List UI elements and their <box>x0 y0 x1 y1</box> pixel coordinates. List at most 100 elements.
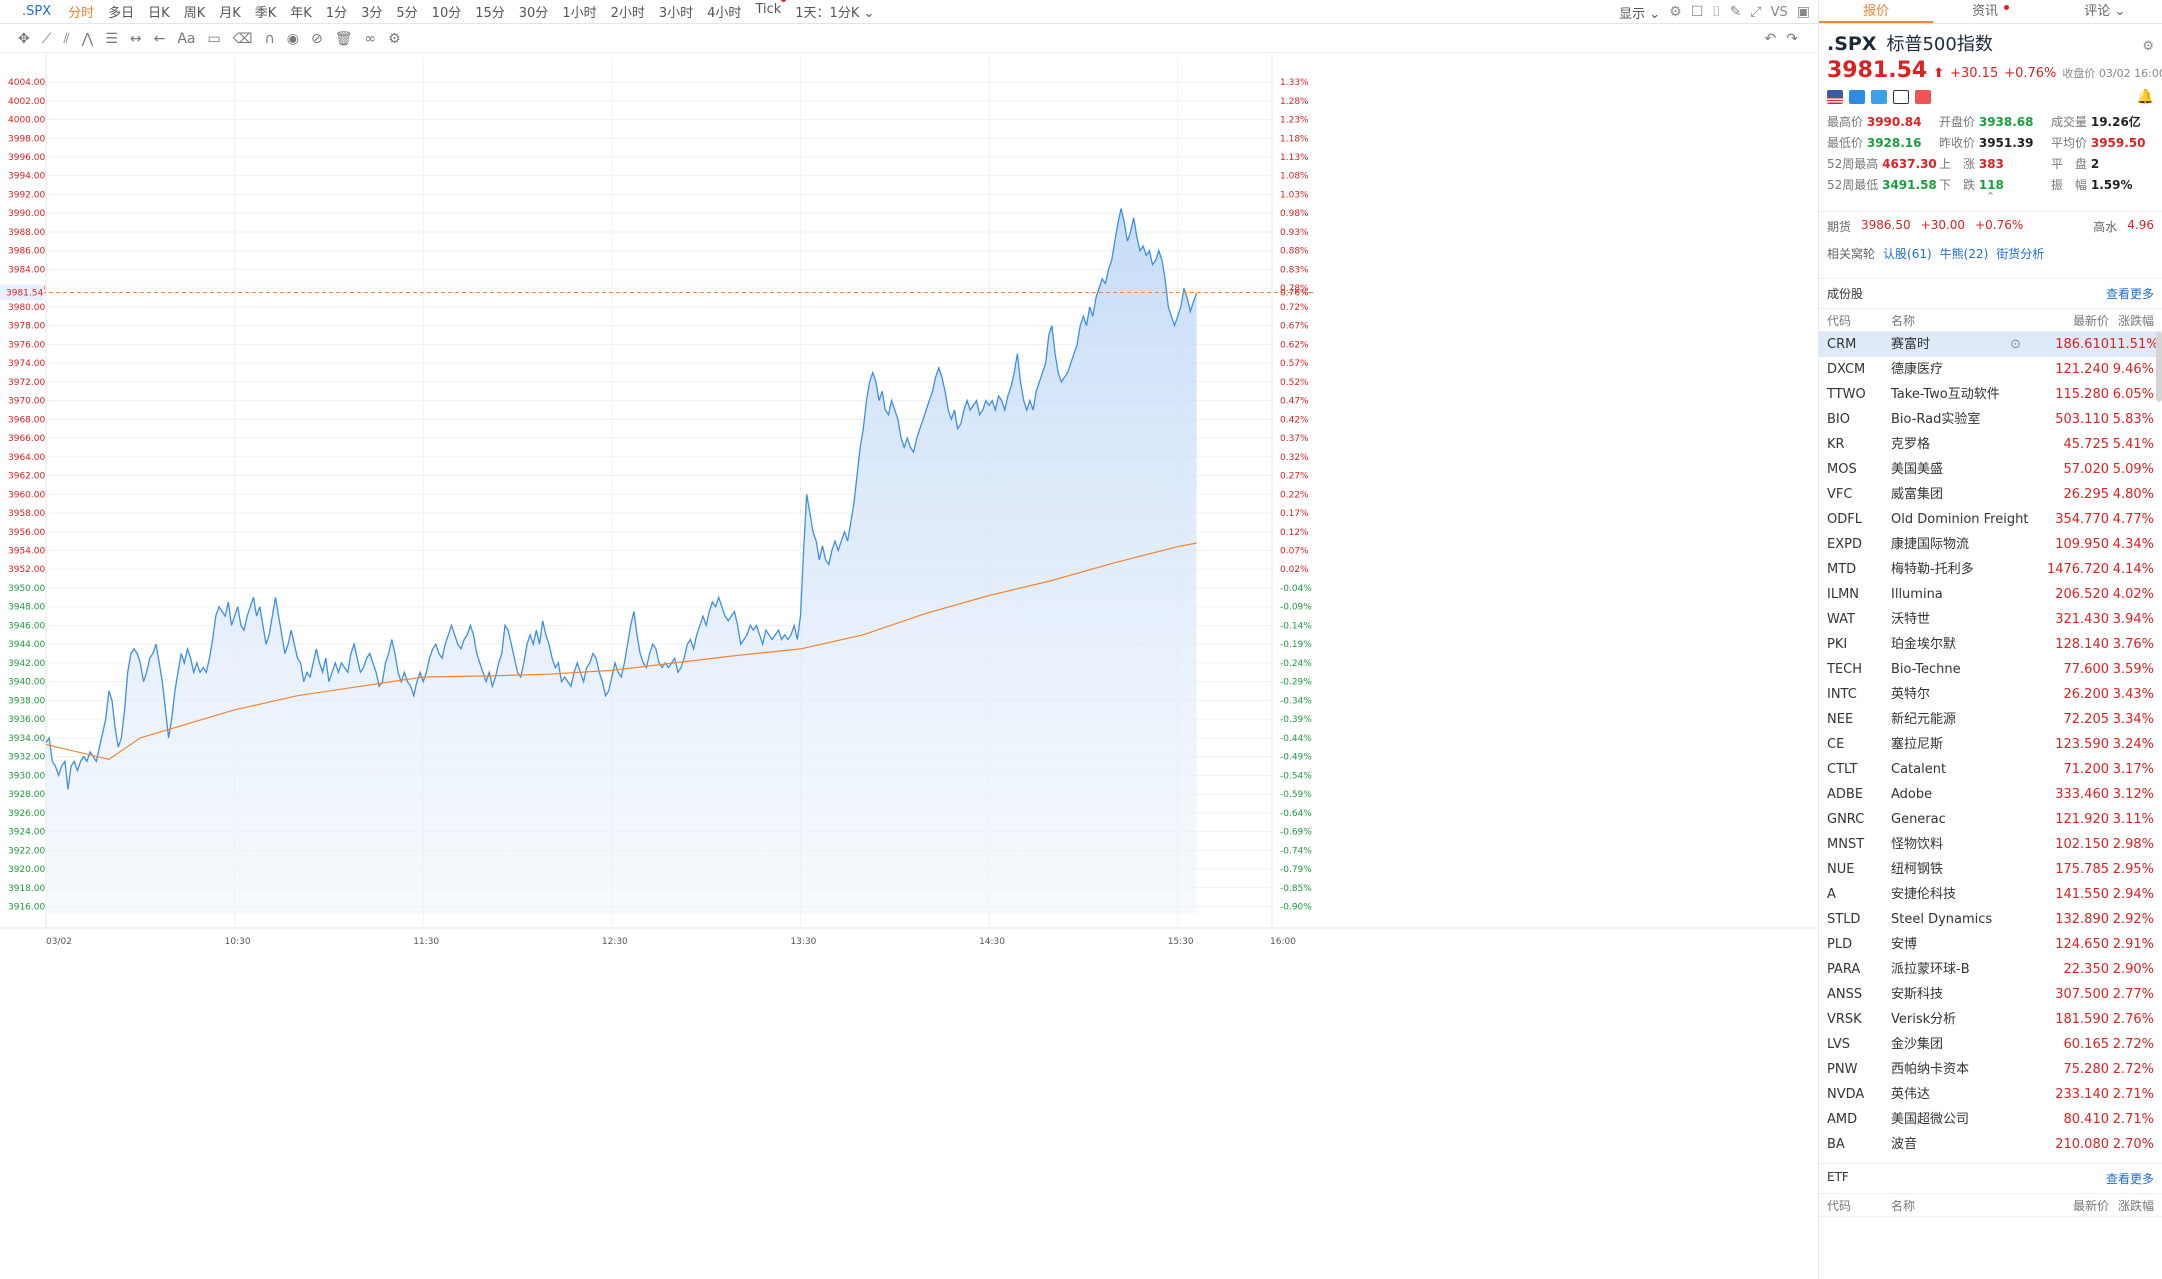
document-icon[interactable] <box>1893 90 1909 104</box>
measure-tool-icon[interactable]: ↔ <box>129 30 142 47</box>
table-row[interactable]: PNW 西帕纳卡资本 75.280 2.72% <box>1827 1062 2154 1077</box>
bell-icon[interactable]: 🔔 <box>2136 89 2154 105</box>
arrow-tool-icon[interactable]: ← <box>153 30 166 47</box>
eraser-icon[interactable]: ⌫ <box>232 30 253 47</box>
fullscreen-icon[interactable]: ⤢ <box>1750 4 1762 20</box>
period-tab-0[interactable]: 分时 <box>68 6 95 21</box>
table-row[interactable]: STLD Steel Dynamics 132.890 2.92% <box>1827 912 2154 927</box>
hide-icon[interactable]: ⊘ <box>310 30 323 47</box>
table-row[interactable]: TECH Bio-Techne 77.600 3.59% <box>1827 662 2154 677</box>
table-row[interactable]: TTWO Take-Two互动软件 115.280 6.05% <box>1827 387 2154 402</box>
kline-setting-dropdown[interactable]: 1天：1分K ⌄ <box>795 6 875 21</box>
pattern-tool-icon[interactable]: ⋀ <box>81 30 94 47</box>
magnet-icon[interactable]: ∩ <box>264 30 275 47</box>
period-tab-4[interactable]: 月K <box>219 6 241 21</box>
intraday-chart[interactable]: 4004.00 1.33% 4002.00 1.28% 4000.00 1.23% 3998… <box>0 54 1818 1279</box>
redo-icon[interactable]: ↷ <box>1786 30 1798 47</box>
table-row[interactable]: ANSS 安斯科技 307.500 2.77% <box>1827 987 2154 1002</box>
trash-icon[interactable]: 🗑 <box>334 30 353 47</box>
table-row[interactable]: A 安捷伦科技 141.550 2.94% <box>1827 887 2154 902</box>
table-row[interactable]: PKI 珀金埃尔默 128.140 3.76% <box>1827 637 2154 652</box>
table-row[interactable]: KR 克罗格 45.725 5.41% <box>1827 437 2154 452</box>
y-tick-label: 3958.00 <box>8 509 45 519</box>
table-row[interactable]: PLD 安博 124.650 2.91% <box>1827 937 2154 952</box>
text-tool-icon[interactable]: Aa <box>177 30 196 47</box>
table-row[interactable]: INTC 英特尔 26.200 3.43% <box>1827 687 2154 702</box>
chevron-down-icon: ⌄ <box>863 6 875 21</box>
period-tab-8[interactable]: 3分 <box>361 6 383 21</box>
period-tab-15[interactable]: 3小时 <box>658 6 694 21</box>
symbol-label[interactable]: .SPX <box>22 4 52 19</box>
visibility-icon[interactable]: ◉ <box>286 30 299 47</box>
period-tab-6[interactable]: 年K <box>290 6 312 21</box>
square-icon[interactable]: ☐ <box>1690 4 1704 20</box>
gear-icon[interactable]: ⚙ <box>2142 39 2154 54</box>
period-tab-1[interactable]: 多日 <box>108 6 135 21</box>
table-row[interactable]: ILMN Illumina 206.520 4.02% <box>1827 587 2154 602</box>
table-row[interactable]: CRM 赛富时 ⊙ 186.610 11.51% <box>1819 332 2162 357</box>
tab-quote[interactable]: 报价 <box>1819 0 1934 23</box>
display-dropdown[interactable]: 显示 ⌄ <box>1619 6 1661 22</box>
link-cbbc[interactable]: 牛熊(22) <box>1939 247 1989 261</box>
scrollbar[interactable] <box>2156 332 2162 402</box>
period-tab-7[interactable]: 1分 <box>325 6 348 21</box>
tab-comments[interactable]: 评论 ⌄ <box>2084 4 2126 19</box>
table-row[interactable]: NVDA 英伟达 233.140 2.71% <box>1827 1087 2154 1102</box>
table-row[interactable]: VRSK Verisk分析 181.590 2.76% <box>1827 1012 2154 1027</box>
more-components-link[interactable]: 查看更多 <box>2105 287 2154 301</box>
table-row[interactable]: EXPD 康捷国际物流 109.950 4.34% <box>1827 537 2154 552</box>
tab-news[interactable]: 资讯 <box>1933 0 2047 23</box>
more-etf-link[interactable]: 查看更多 <box>2105 1172 2154 1186</box>
table-row[interactable]: GNRC Generac 121.920 3.11% <box>1827 812 2154 827</box>
table-row[interactable]: ADBE Adobe 333.460 3.12% <box>1827 787 2154 802</box>
channel-tool-icon[interactable]: ⫽ <box>63 30 70 47</box>
comment-tool-icon[interactable]: ▭ <box>207 30 221 47</box>
period-tab-3[interactable]: 周K <box>183 6 206 21</box>
table-row[interactable]: MTD 梅特勒-托利多 1476.720 4.14% <box>1827 562 2154 577</box>
table-row[interactable]: NEE 新纪元能源 72.205 3.34% <box>1827 712 2154 727</box>
period-tab-5[interactable]: 季K <box>254 6 277 21</box>
undo-icon[interactable]: ↶ <box>1764 30 1777 47</box>
move-icon[interactable]: ✥ <box>18 30 30 47</box>
period-tab-11[interactable]: 15分 <box>475 6 505 21</box>
draw-settings-icon[interactable]: ⚙ <box>388 30 401 47</box>
y-tick-label: 3926.00 <box>8 809 45 819</box>
table-row[interactable]: BA 波音 210.080 2.70% <box>1827 1137 2154 1152</box>
period-tab-13[interactable]: 1小时 <box>562 6 597 21</box>
period-tab-17[interactable]: Tick <box>755 0 787 21</box>
shield-icon[interactable] <box>1871 90 1887 104</box>
table-row[interactable]: ODFL Old Dominion Freight 354.770 4.77% <box>1827 512 2154 527</box>
line-tool-icon[interactable]: ⟋ <box>41 30 52 47</box>
period-tab-9[interactable]: 5分 <box>396 6 418 21</box>
table-row[interactable]: MNST 怪物饮料 102.150 2.98% <box>1827 837 2154 852</box>
table-row[interactable]: LVS 金沙集团 60.165 2.72% <box>1827 1037 2154 1052</box>
table-row[interactable]: AMD 美国超微公司 80.410 2.71% <box>1827 1112 2154 1127</box>
lightning-icon[interactable] <box>1849 90 1865 104</box>
table-row[interactable]: CE 塞拉尼斯 123.590 3.24% <box>1827 737 2154 752</box>
pencil-icon[interactable]: ✎ <box>1729 4 1742 20</box>
link-icon[interactable]: ∞ <box>364 30 377 47</box>
period-tab-10[interactable]: 10分 <box>431 6 462 21</box>
table-row[interactable]: BIO Bio-Rad实验室 503.110 5.83% <box>1827 412 2154 427</box>
period-tab-16[interactable]: 4小时 <box>707 6 742 21</box>
period-tab-12[interactable]: 30分 <box>518 6 549 21</box>
table-row[interactable]: DXCM 德康医疗 121.240 9.46% <box>1827 362 2154 377</box>
table-row[interactable]: VFC 威富集团 26.295 4.80% <box>1827 487 2154 502</box>
quote-panel: 报价 资讯 评论 ⌄ .SPX 标普500指数 ⚙ 3981.54 ⬆ +30.… <box>1818 0 2162 1279</box>
link-street-analysis[interactable]: 街货分析 <box>1996 247 2045 261</box>
fib-tool-icon[interactable]: ☰ <box>105 30 118 47</box>
table-row[interactable]: CTLT Catalent 71.200 3.17% <box>1827 762 2154 777</box>
panel-toggle-icon[interactable]: ▣ <box>1796 4 1810 20</box>
table-row[interactable]: NUE 纽柯钢铁 175.785 2.95% <box>1827 862 2154 877</box>
table-row[interactable]: MOS 美国美盛 57.020 5.09% <box>1827 462 2154 477</box>
link-warrants[interactable]: 认股(61) <box>1883 247 1932 261</box>
gear-icon[interactable]: ⚙ <box>1669 4 1682 20</box>
period-tab-14[interactable]: 2小时 <box>610 6 645 21</box>
heart-icon[interactable] <box>1915 90 1931 104</box>
table-row[interactable]: PARA 派拉蒙环球-B 22.350 2.90% <box>1827 962 2154 977</box>
period-tab-2[interactable]: 日K <box>148 6 170 21</box>
camera-icon[interactable]: ⌷ <box>1712 4 1721 20</box>
vs-button[interactable]: VS <box>1770 4 1788 20</box>
collapse-icon[interactable]: ⌃ <box>1985 190 1996 203</box>
table-row[interactable]: WAT 沃特世 321.430 3.94% <box>1827 612 2154 627</box>
